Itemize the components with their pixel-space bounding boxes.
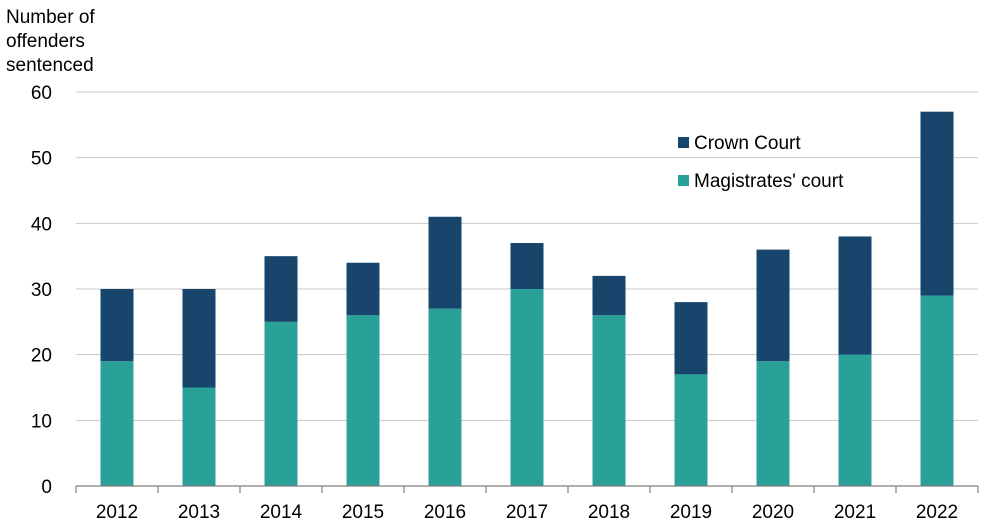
legend: Crown Court Magistrates' court [678, 133, 844, 192]
y-axis-title: Number of offenders sentenced [6, 6, 126, 78]
bar-crown-2014 [264, 256, 298, 322]
y-tick-label: 50 [31, 149, 52, 170]
bar-magistrates-2014 [264, 321, 298, 486]
legend-swatch [678, 137, 689, 148]
x-tick-label: 2012 [96, 502, 138, 523]
legend-label: Magistrates' court [694, 171, 844, 192]
bar-crown-2017 [510, 243, 544, 289]
bar-magistrates-2016 [428, 308, 462, 486]
x-tick-label: 2018 [588, 502, 630, 523]
bar-crown-2021 [838, 236, 872, 355]
y-tick-label: 40 [31, 214, 52, 235]
bar-magistrates-2021 [838, 354, 872, 486]
x-tick-label: 2013 [178, 502, 220, 523]
x-tick-label: 2015 [342, 502, 384, 523]
y-axis-title-line-1: Number of [6, 7, 95, 28]
bar-crown-2018 [592, 275, 626, 316]
bar-magistrates-2015 [346, 315, 380, 486]
legend-swatch [678, 175, 689, 186]
y-axis-ticks: 0 10 20 30 40 50 60 [31, 83, 52, 498]
x-tick-label: 2014 [260, 502, 303, 523]
bar-magistrates-2012 [100, 361, 134, 486]
y-tick-label: 30 [31, 280, 52, 301]
bar-crown-2020 [756, 249, 790, 362]
x-tick-label: 2016 [424, 502, 466, 523]
x-tick-label: 2019 [670, 502, 712, 523]
bar-crown-2016 [428, 216, 462, 309]
bar-crown-2015 [346, 262, 380, 316]
bar-magistrates-2019 [674, 374, 708, 486]
bar-crown-2012 [100, 289, 134, 362]
y-axis-title-line-3: sentenced [6, 55, 94, 76]
bar-magistrates-2022 [920, 295, 954, 486]
y-tick-label: 10 [31, 411, 52, 432]
bar-magistrates-2017 [510, 289, 544, 486]
bar-crown-2013 [182, 289, 216, 388]
bar-crown-2022 [920, 111, 954, 296]
bar-magistrates-2013 [182, 387, 216, 486]
x-tick-label: 2020 [752, 502, 794, 523]
legend-label: Crown Court [694, 133, 801, 154]
x-tick-label: 2017 [506, 502, 548, 523]
y-axis-title-line-2: offenders [6, 31, 85, 52]
bar-crown-2019 [674, 302, 708, 375]
y-tick-label: 60 [31, 83, 52, 104]
y-tick-label: 20 [31, 346, 52, 367]
x-tick-label: 2021 [834, 502, 876, 523]
bar-magistrates-2020 [756, 361, 790, 486]
x-tick-label: 2022 [916, 502, 958, 523]
bars [100, 111, 954, 486]
y-tick-label: 0 [41, 477, 52, 498]
x-axis: 2012 2013 2014 2015 2016 2017 2018 2019 2020 2021… [75, 485, 979, 523]
bar-magistrates-2018 [592, 315, 626, 486]
